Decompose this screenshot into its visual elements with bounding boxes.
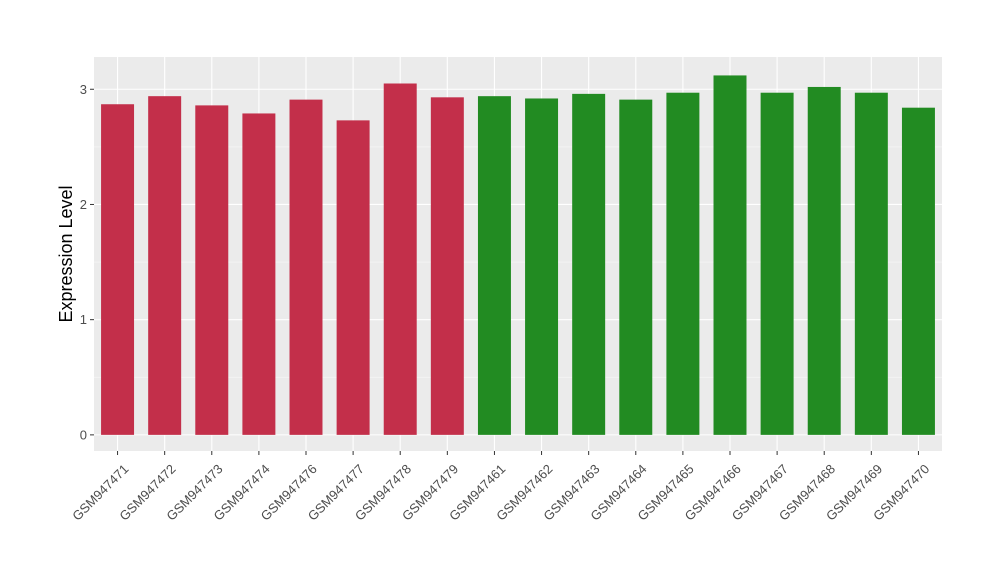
bar-GSM947465 <box>666 92 700 435</box>
y-tick-label: 0 <box>80 427 87 442</box>
x-axis: GSM947471GSM947472GSM947473GSM947474GSM9… <box>69 451 932 524</box>
bar-GSM947470 <box>901 107 935 435</box>
y-axis: 0 1 2 3 <box>80 82 94 442</box>
y-tick-label: 1 <box>80 312 87 327</box>
bar-GSM947468 <box>807 86 841 435</box>
y-tick-label: 3 <box>80 82 87 97</box>
bar-GSM947472 <box>148 96 182 435</box>
bar-GSM947476 <box>289 99 323 435</box>
bar-GSM947469 <box>854 92 888 435</box>
bar-GSM947461 <box>477 96 511 435</box>
bar-GSM947471 <box>101 104 135 435</box>
bar-GSM947467 <box>760 92 794 435</box>
bar-GSM947479 <box>430 97 464 435</box>
bar-GSM947466 <box>713 75 747 435</box>
bar-GSM947462 <box>525 98 559 435</box>
bar-GSM947474 <box>242 113 276 435</box>
bar-GSM947464 <box>619 99 653 435</box>
bar-GSM947478 <box>383 83 417 435</box>
bar-GSM947477 <box>336 120 370 435</box>
y-axis-label: Expression Level <box>56 185 76 322</box>
bars <box>101 75 935 435</box>
bar-GSM947463 <box>572 93 606 435</box>
y-tick-label: 2 <box>80 197 87 212</box>
plot-panel <box>94 57 942 451</box>
bar-GSM947473 <box>195 105 229 435</box>
